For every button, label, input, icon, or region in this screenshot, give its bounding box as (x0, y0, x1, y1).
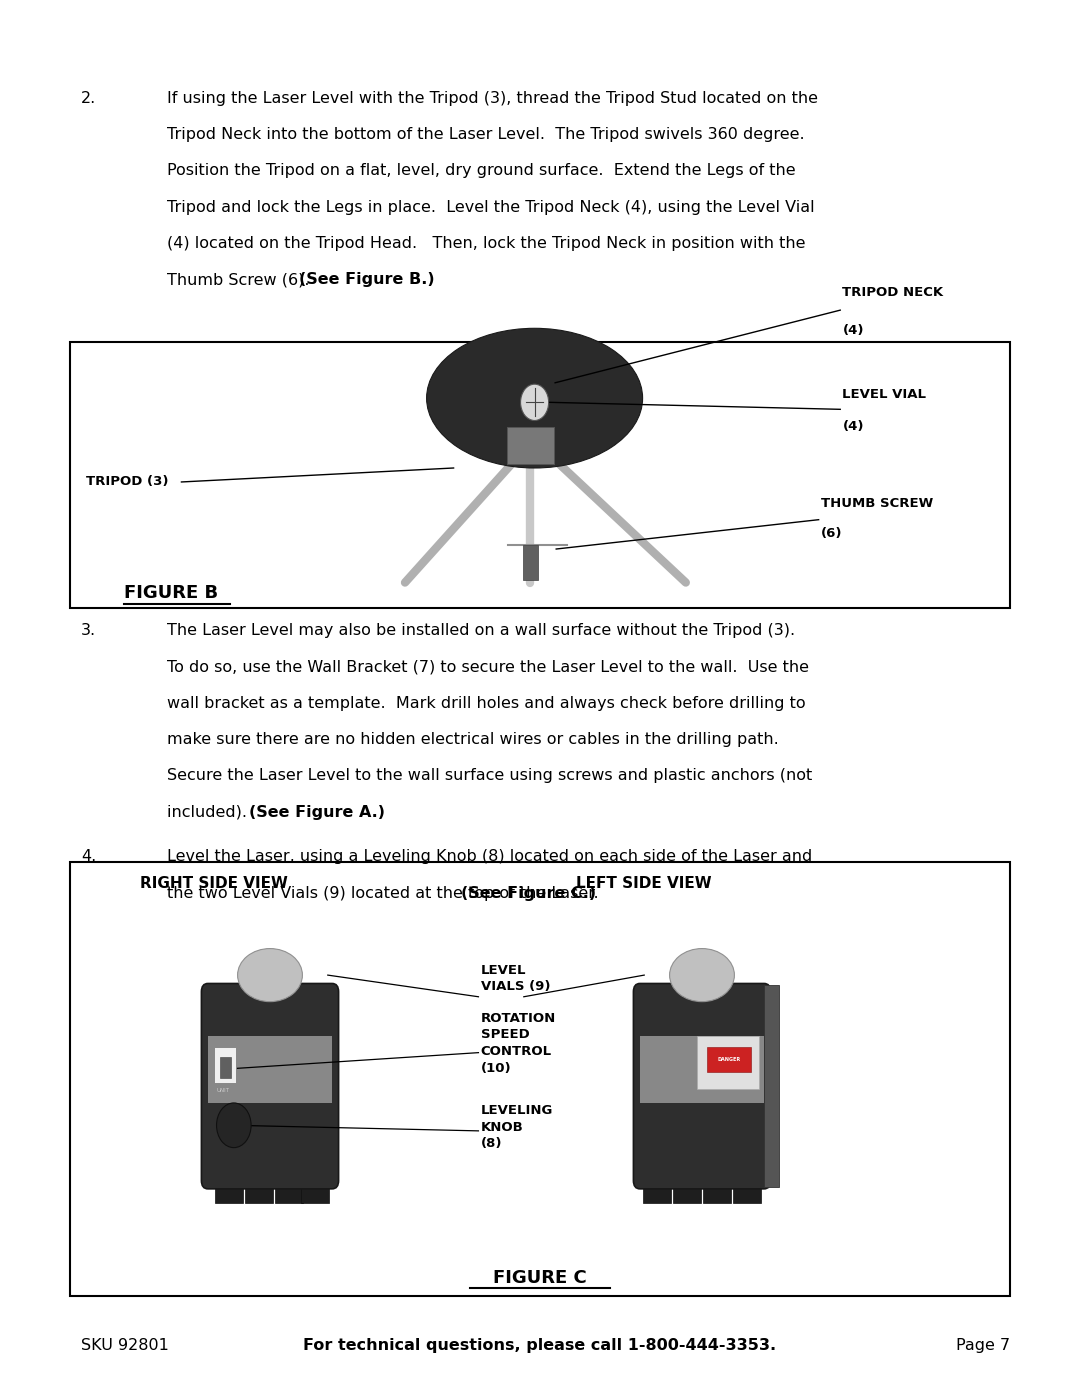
Text: TRIPOD NECK: TRIPOD NECK (842, 286, 944, 299)
Text: LEVELING: LEVELING (481, 1104, 553, 1118)
Text: Position the Tripod on a flat, level, dry ground surface.  Extend the Legs of th: Position the Tripod on a flat, level, dr… (167, 163, 796, 179)
Ellipse shape (670, 949, 734, 1002)
Text: If using the Laser Level with the Tripod (3), thread the Tripod Stud located on : If using the Laser Level with the Tripod… (167, 91, 819, 106)
Text: Thumb Screw (6).: Thumb Screw (6). (167, 272, 320, 288)
Text: The Laser Level may also be installed on a wall surface without the Tripod (3).: The Laser Level may also be installed on… (167, 623, 796, 638)
Bar (703, 1178, 731, 1203)
Ellipse shape (427, 328, 643, 468)
Text: the two Level Vials (9) located at the top of the Laser.: the two Level Vials (9) located at the t… (167, 886, 609, 901)
Text: DANGER: DANGER (717, 1058, 741, 1062)
Bar (301, 1178, 329, 1203)
Text: Secure the Laser Level to the wall surface using screws and plastic anchors (not: Secure the Laser Level to the wall surfa… (167, 768, 812, 784)
Bar (697, 1037, 759, 1090)
Bar (513, 349, 548, 433)
Bar (215, 1048, 237, 1084)
Bar (733, 1178, 761, 1203)
Text: TRIPOD (3): TRIPOD (3) (86, 475, 168, 489)
Text: THUMB SCREW: THUMB SCREW (821, 497, 933, 510)
Circle shape (216, 1104, 252, 1148)
Bar (215, 1178, 243, 1203)
Text: (See Figure B.): (See Figure B.) (299, 272, 435, 288)
Text: LEVEL: LEVEL (481, 964, 526, 978)
Text: Tripod Neck into the bottom of the Laser Level.  The Tripod swivels 360 degree.: Tripod Neck into the bottom of the Laser… (167, 127, 805, 142)
Bar (707, 1048, 751, 1073)
Text: Page 7: Page 7 (956, 1338, 1010, 1352)
Text: make sure there are no hidden electrical wires or cables in the drilling path.: make sure there are no hidden electrical… (167, 732, 779, 747)
Circle shape (521, 384, 549, 420)
Text: FIGURE C: FIGURE C (494, 1268, 586, 1287)
Bar (70, 342, 1010, 608)
Text: (6): (6) (821, 527, 842, 539)
Text: wall bracket as a template.  Mark drill holes and always check before drilling t: wall bracket as a template. Mark drill h… (167, 696, 806, 711)
Text: LEVEL VIAL: LEVEL VIAL (842, 388, 927, 401)
Text: For technical questions, please call 1-800-444-3353.: For technical questions, please call 1-8… (303, 1338, 777, 1352)
Text: 3.: 3. (81, 623, 96, 638)
Text: KNOB: KNOB (481, 1120, 524, 1134)
Text: (4) located on the Tripod Head.   Then, lock the Tripod Neck in position with th: (4) located on the Tripod Head. Then, lo… (167, 236, 806, 251)
Bar (220, 1058, 231, 1078)
Text: To do so, use the Wall Bracket (7) to secure the Laser Level to the wall.  Use t: To do so, use the Wall Bracket (7) to se… (167, 659, 809, 675)
Text: Level the Laser, using a Leveling Knob (8) located on each side of the Laser and: Level the Laser, using a Leveling Knob (… (167, 849, 812, 865)
Text: FIGURE B: FIGURE B (124, 584, 218, 602)
FancyBboxPatch shape (201, 983, 339, 1189)
Text: 2.: 2. (81, 91, 96, 106)
Text: VIALS (9): VIALS (9) (481, 979, 550, 992)
Text: RIGHT SIDE VIEW: RIGHT SIDE VIEW (140, 876, 288, 891)
Text: UNIT: UNIT (217, 1087, 230, 1092)
Bar (639, 1037, 764, 1104)
Bar (764, 985, 779, 1187)
Text: included).: included). (167, 805, 258, 820)
Text: SKU 92801: SKU 92801 (81, 1338, 168, 1352)
Text: (4): (4) (842, 420, 864, 433)
Ellipse shape (238, 949, 302, 1002)
Bar (523, 545, 538, 580)
Text: Tripod and lock the Legs in place.  Level the Tripod Neck (4), using the Level V: Tripod and lock the Legs in place. Level… (167, 200, 815, 215)
Text: (10): (10) (481, 1062, 511, 1076)
Text: (See Figure C.): (See Figure C.) (461, 886, 596, 901)
Text: (4): (4) (842, 324, 864, 337)
FancyBboxPatch shape (633, 983, 770, 1189)
Text: (See Figure A.): (See Figure A.) (249, 805, 386, 820)
Text: LEFT SIDE VIEW: LEFT SIDE VIEW (576, 876, 712, 891)
Text: SPEED: SPEED (481, 1028, 529, 1042)
Bar (673, 1178, 701, 1203)
Text: CONTROL: CONTROL (481, 1045, 552, 1059)
Bar (245, 1178, 273, 1203)
Bar (70, 862, 1010, 1296)
Bar (275, 1178, 303, 1203)
Text: ROTATION: ROTATION (481, 1011, 556, 1025)
Bar (507, 427, 554, 464)
Text: 4.: 4. (81, 849, 96, 865)
Bar (643, 1178, 671, 1203)
Bar (207, 1037, 333, 1104)
Text: (8): (8) (481, 1137, 502, 1151)
